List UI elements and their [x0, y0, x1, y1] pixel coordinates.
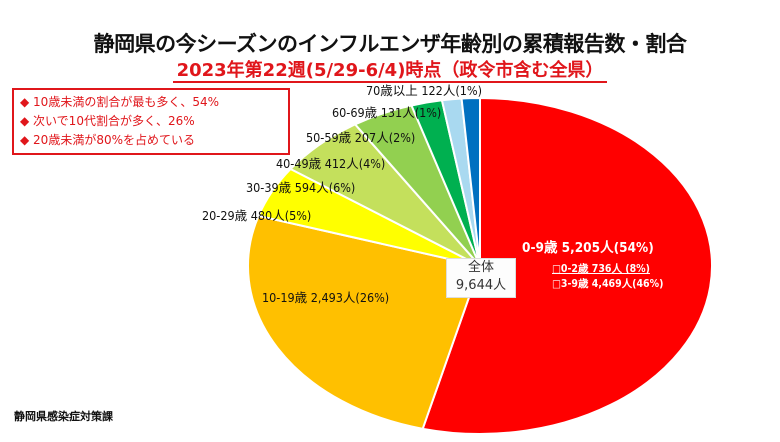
- source: 静岡県感染症対策課: [14, 410, 113, 423]
- pie-slice-0: [421, 96, 713, 435]
- label-40-49: 40-49歳 412人(4%): [276, 156, 386, 171]
- label-50-59: 50-59歳 207人(2%): [306, 130, 416, 145]
- total-value: 9,644人: [455, 278, 507, 293]
- label-70-plus: 70歳以上 122人(1%): [366, 83, 482, 98]
- notes-box: ◆ 10歳未満の割合が最も多く、54% ◆ 次いで10代割合が多く、26% ◆ …: [12, 88, 290, 155]
- label-0-9: 0-9歳 5,205人(54%): [522, 240, 654, 256]
- pie-slice-1: [247, 214, 482, 430]
- label-30-39: 30-39歳 594人(6%): [246, 180, 356, 195]
- note: ◆ 次いで10代割合が多く、26%: [20, 114, 195, 128]
- sublabel-3-9: □3-9歳 4,469人(46%): [552, 278, 664, 290]
- chart-subtitle: 2023年第22週(5/29-6/4)時点（政令市含む全県）: [0, 56, 780, 83]
- label-20-29: 20-29歳 480人(5%): [202, 208, 312, 223]
- note: ◆ 20歳未満が80%を占めている: [20, 133, 195, 147]
- label-10-19: 10-19歳 2,493人(26%): [262, 290, 390, 305]
- pie-slice-7: [460, 96, 481, 267]
- label-60-69: 60-69歳 131人(1%): [332, 105, 442, 120]
- chart-title: 静岡県の今シーズンのインフルエンザ年齢別の累積報告数・割合: [93, 32, 687, 56]
- note: ◆ 10歳未満の割合が最も多く、54%: [20, 95, 219, 109]
- sublabel-0-2: □0-2歳 736人 (8%): [552, 263, 650, 275]
- subtitle-text: 2023年第22週(5/29-6/4)時点（政令市含む全県）: [172, 60, 608, 83]
- total-label: 全体: [467, 260, 494, 275]
- total-box: 全体 9,644人: [446, 258, 516, 298]
